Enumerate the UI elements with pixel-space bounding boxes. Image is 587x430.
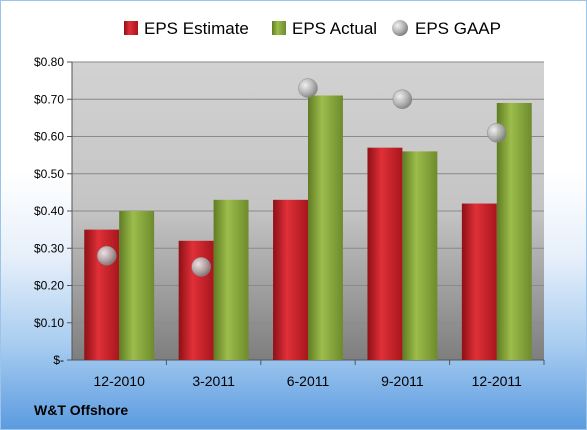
y-tick-label: $0.80 xyxy=(34,55,64,69)
y-tick-label: $0.40 xyxy=(34,204,64,218)
marker-eps-gaap xyxy=(298,78,318,98)
gaap-markers xyxy=(96,78,507,277)
y-tick-label: $0.30 xyxy=(34,241,64,255)
legend-label-gaap: EPS GAAP xyxy=(415,19,501,38)
y-tick-label: $0.60 xyxy=(34,130,64,144)
x-tick-label: 12-2011 xyxy=(472,373,523,389)
bar-eps-actual xyxy=(119,211,155,360)
legend-swatch-estimate xyxy=(124,21,138,35)
y-axis: $- $0.10 $0.20 $0.30 $0.40 $0.50 $0.60 $0.70 $0.… xyxy=(34,55,73,367)
marker-eps-gaap xyxy=(191,257,211,277)
x-tick-label: 12-2010 xyxy=(94,373,146,389)
legend-label-estimate: EPS Estimate xyxy=(144,19,249,38)
bar-eps-actual xyxy=(308,95,343,361)
company-name: W&T Offshore xyxy=(34,402,129,418)
bars xyxy=(84,95,532,361)
bar-eps-actual xyxy=(402,151,438,360)
legend: EPS Estimate EPS Actual EPS GAAP xyxy=(124,19,501,38)
legend-label-actual: EPS Actual xyxy=(292,19,377,38)
bar-eps-estimate xyxy=(367,147,403,360)
bar-eps-actual xyxy=(213,199,249,360)
x-tick-label: 3-2011 xyxy=(192,373,235,389)
x-tick-label: 6-2011 xyxy=(287,373,330,389)
marker-eps-gaap xyxy=(96,245,117,266)
y-tick-label: $0.50 xyxy=(34,167,64,181)
y-tick-label: $0.10 xyxy=(34,316,64,330)
legend-item-eps-actual: EPS Actual xyxy=(272,19,377,38)
y-tick-label: $- xyxy=(53,353,64,367)
x-axis: 12-2010 3-2011 6-2011 9-2011 12-2011 xyxy=(72,359,545,389)
legend-item-eps-estimate: EPS Estimate xyxy=(124,19,249,38)
bar-eps-estimate xyxy=(461,203,497,360)
y-tick-label: $0.70 xyxy=(34,92,64,106)
x-tick-label: 9-2011 xyxy=(381,373,424,389)
marker-eps-gaap xyxy=(392,89,413,109)
marker-eps-gaap xyxy=(487,123,507,143)
bar-eps-actual xyxy=(496,102,532,360)
legend-item-eps-gaap: EPS GAAP xyxy=(392,19,501,38)
bar-eps-estimate xyxy=(273,199,308,360)
legend-swatch-actual xyxy=(272,21,286,35)
y-tick-label: $0.20 xyxy=(34,279,64,293)
legend-swatch-gaap xyxy=(392,20,408,36)
